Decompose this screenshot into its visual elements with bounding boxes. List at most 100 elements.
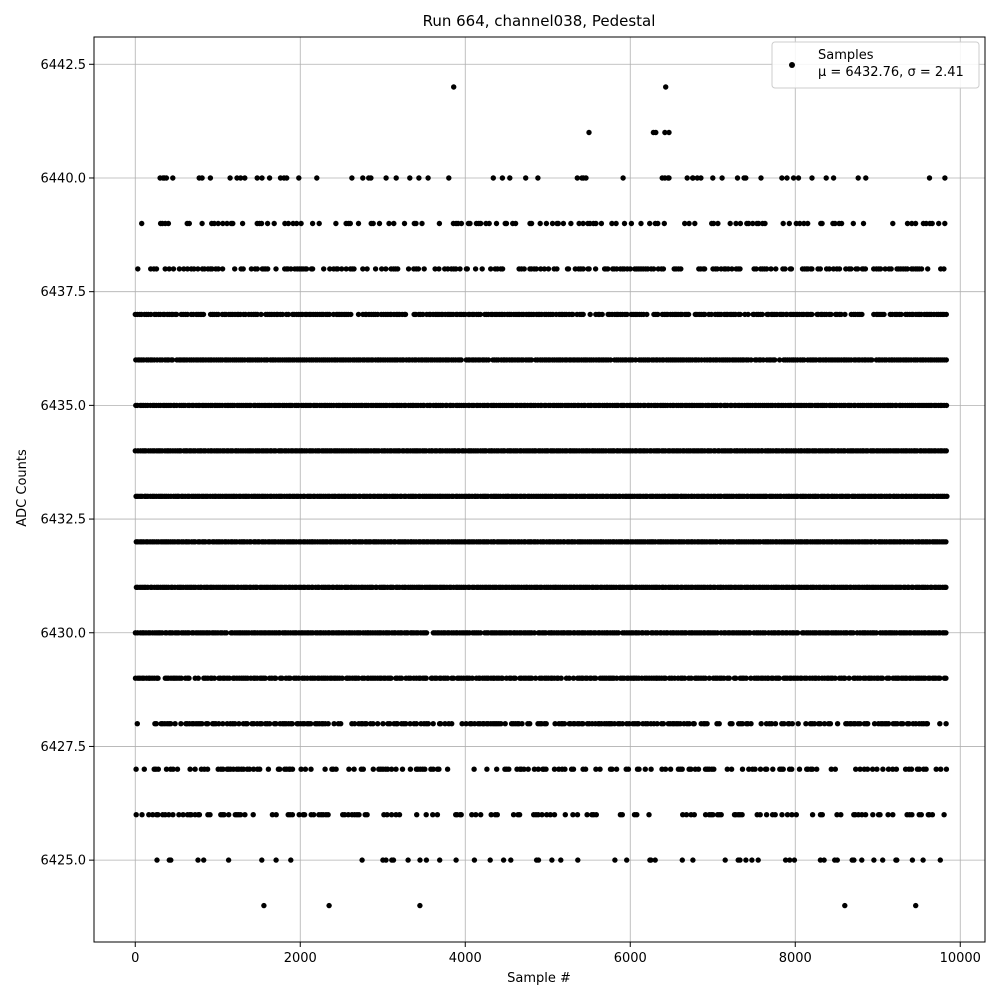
data-point [437,721,444,727]
data-point [832,766,838,772]
data-point [273,721,279,727]
data-point [242,812,248,818]
data-point [478,812,484,818]
data-point [685,311,692,318]
data-point [240,766,247,772]
data-point [739,812,745,818]
data-point [655,220,661,227]
data-point [834,721,841,727]
data-point [269,812,276,818]
data-point [871,721,878,727]
data-point [493,220,500,227]
y-axis-ticks: 6425.0 6427.5 6430.0 6432.5 6435.0 6437.5 6440… [41,58,94,869]
y-tick-label: 6435.0 [41,399,87,414]
data-point [859,857,865,863]
data-point [885,812,891,818]
data-point [199,220,205,227]
data-point [607,357,614,363]
data-point [170,266,177,272]
data-point [686,721,692,727]
data-point [943,448,949,454]
data-point [170,812,176,818]
data-point [316,220,322,227]
data-point [133,812,139,818]
data-point [360,766,366,772]
data-point [338,721,344,727]
data-point [663,84,669,90]
data-point [790,175,797,181]
data-point [888,266,894,272]
data-point [246,766,253,772]
data-point [863,175,869,181]
data-point [453,857,459,863]
data-point [652,857,658,863]
data-point [849,857,855,863]
data-point [714,630,721,636]
data-point [413,220,419,227]
grid-lines [94,37,985,942]
data-point [702,812,709,818]
data-point [918,266,925,272]
data-point [472,266,479,272]
data-point [279,311,286,318]
data-point [737,311,743,318]
data-point [383,266,389,272]
data-point [874,766,880,772]
data-point [943,675,949,681]
data-point [576,220,582,227]
data-point [691,812,697,818]
data-point [265,766,272,772]
data-point [711,766,717,772]
data-point [467,220,473,227]
data-point [494,812,500,818]
data-point [543,766,549,772]
data-point [372,266,379,272]
data-point [533,266,539,272]
data-point [795,721,801,727]
data-point [535,766,541,772]
data-point [469,675,475,681]
data-point [205,721,211,727]
data-point [355,675,362,681]
data-point [490,175,496,181]
data-points [132,84,950,909]
data-point [139,812,145,818]
data-point [169,357,176,363]
data-point [786,220,792,227]
data-point [580,721,586,727]
data-point [258,311,264,318]
data-point [478,220,484,227]
data-point [221,812,227,818]
data-point [904,220,911,227]
data-point [900,721,906,727]
data-point [391,220,397,227]
data-point [516,812,523,818]
data-point [512,220,519,227]
data-point [938,766,944,772]
data-point [302,766,309,772]
y-tick-label: 6440.0 [41,171,87,186]
data-point [943,630,949,636]
data-point [683,812,690,818]
data-point [298,220,304,227]
data-point [506,766,512,772]
data-point [869,357,875,363]
data-point [654,721,660,727]
data-point [714,266,720,272]
data-point [172,721,178,727]
data-point [166,266,172,272]
data-point [200,311,207,318]
data-point [227,175,233,181]
data-point [882,266,888,272]
data-point [688,766,694,772]
data-point [436,766,442,772]
data-point [625,766,632,772]
data-point [747,630,753,636]
data-point [941,266,947,272]
data-point [184,311,191,318]
data-point [690,857,696,863]
data-point [598,220,605,227]
data-point [207,175,214,181]
data-point [458,812,464,818]
